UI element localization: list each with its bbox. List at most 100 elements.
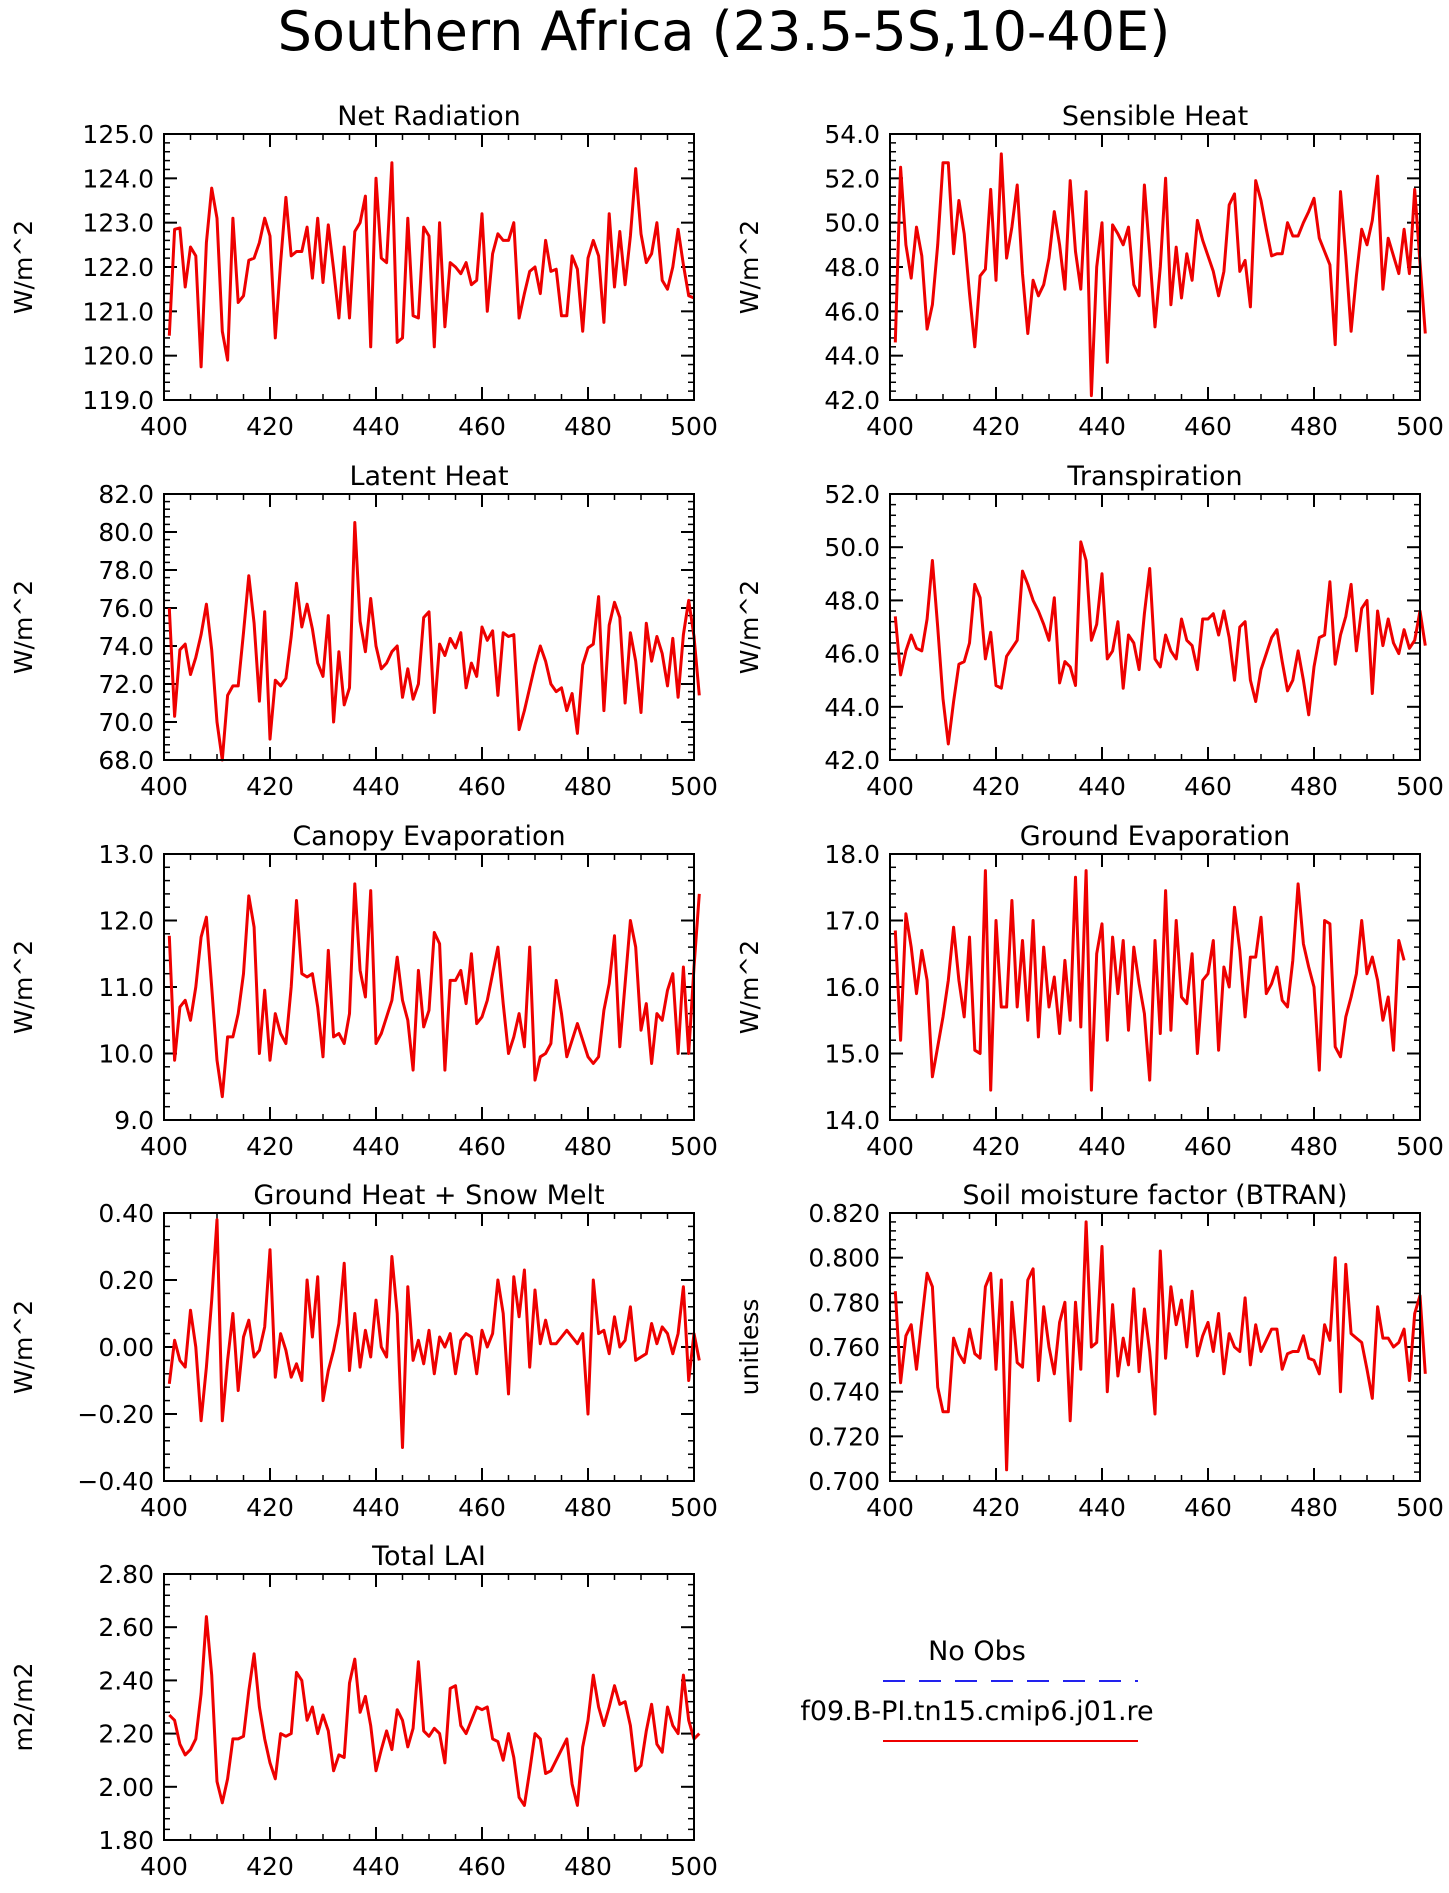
- series-line: [167, 521, 701, 762]
- series-line: [893, 152, 1427, 398]
- y-tick-label: 42.0: [824, 386, 880, 415]
- y-axis-label: W/m^2: [735, 940, 764, 1034]
- y-tick-label: 48.0: [824, 253, 880, 282]
- x-tick-label: 440: [352, 772, 400, 801]
- x-tick-label: 420: [246, 1493, 294, 1522]
- panel-title: Ground Heat + Snow Melt: [253, 1180, 604, 1211]
- series-line: [893, 540, 1427, 746]
- chart-panel: Canopy Evaporation W/m^2 400 420 440 460 480 50…: [9, 821, 718, 1161]
- chart-panel: Transpiration W/m^2 400 420 440 460 480 500 42.0…: [735, 461, 1444, 801]
- chart-panel: Ground Evaporation W/m^2 400 420 440 460 480 50…: [735, 821, 1444, 1161]
- x-tick-label: 420: [972, 1493, 1020, 1522]
- y-tick-label: 0.40: [98, 1199, 154, 1228]
- series-line: [167, 161, 695, 369]
- y-tick-label: 76.0: [98, 594, 154, 623]
- y-axis-label: W/m^2: [735, 580, 764, 674]
- x-tick-label: 460: [1184, 1493, 1232, 1522]
- y-tick-label: 46.0: [824, 297, 880, 326]
- x-tick-label: 440: [1078, 1493, 1126, 1522]
- y-tick-label: 17.0: [824, 907, 880, 936]
- x-tick-label: 420: [246, 1852, 294, 1881]
- y-tick-label: 15.0: [824, 1040, 880, 1069]
- x-tick-label: 440: [352, 1493, 400, 1522]
- x-tick-label: 460: [458, 1132, 506, 1161]
- x-tick-label: 460: [1184, 772, 1232, 801]
- x-tick-label: 460: [458, 772, 506, 801]
- panel-title: Soil moisture factor (BTRAN): [962, 1180, 1347, 1211]
- y-tick-label: 52.0: [824, 164, 880, 193]
- plot-frame: [163, 493, 695, 761]
- x-tick-label: 480: [564, 1852, 612, 1881]
- y-tick-label: 119.0: [82, 386, 154, 415]
- y-tick-label: 2.00: [98, 1773, 154, 1802]
- legend: No Obs f09.B-PI.tn15.cmip6.j01.re: [800, 1636, 1154, 1742]
- x-tick-label: 500: [670, 772, 718, 801]
- series-line: [893, 869, 1406, 1092]
- x-tick-label: 400: [866, 1132, 914, 1161]
- chart-panel: Ground Heat + Snow Melt W/m^2 400 420 440 460…: [9, 1180, 718, 1522]
- y-tick-label: 80.0: [98, 518, 154, 547]
- y-tick-label: 0.700: [808, 1467, 880, 1496]
- y-tick-label: 74.0: [98, 632, 154, 661]
- x-tick-label: 420: [972, 772, 1020, 801]
- panel-title: Sensible Heat: [1062, 101, 1248, 132]
- y-tick-label: 14.0: [824, 1106, 880, 1135]
- x-tick-label: 500: [670, 1132, 718, 1161]
- x-tick-label: 480: [564, 412, 612, 441]
- x-tick-label: 440: [1078, 772, 1126, 801]
- x-tick-label: 500: [670, 1493, 718, 1522]
- series-line: [893, 1220, 1427, 1472]
- plot-frame: [889, 493, 1421, 761]
- y-tick-label: 120.0: [82, 342, 154, 371]
- y-axis-label: W/m^2: [735, 220, 764, 314]
- y-tick-label: 2.20: [98, 1720, 154, 1749]
- x-tick-label: 440: [352, 412, 400, 441]
- x-tick-label: 420: [246, 772, 294, 801]
- plot-frame: [163, 133, 695, 401]
- x-tick-label: 420: [972, 412, 1020, 441]
- y-axis-label: W/m^2: [9, 940, 38, 1034]
- y-tick-label: 123.0: [82, 209, 154, 238]
- y-tick-label: 72.0: [98, 670, 154, 699]
- y-tick-label: 54.0: [824, 120, 880, 149]
- panel-title: Canopy Evaporation: [292, 821, 565, 852]
- x-tick-label: 480: [564, 1493, 612, 1522]
- y-tick-label: 122.0: [82, 253, 154, 282]
- x-tick-label: 400: [140, 772, 188, 801]
- y-axis-label: W/m^2: [9, 220, 38, 314]
- y-tick-label: 2.60: [98, 1613, 154, 1642]
- y-tick-label: 82.0: [98, 480, 154, 509]
- x-tick-label: 420: [972, 1132, 1020, 1161]
- y-tick-label: 0.760: [808, 1333, 880, 1362]
- x-tick-label: 500: [1396, 772, 1444, 801]
- y-tick-label: 0.820: [808, 1199, 880, 1228]
- chart-panel: Net Radiation W/m^2 400 420 440 460 480 500 119.…: [9, 101, 718, 441]
- y-tick-label: 2.80: [98, 1560, 154, 1589]
- x-tick-label: 480: [1290, 1132, 1338, 1161]
- plot-frame: [889, 1212, 1421, 1482]
- x-tick-label: 440: [1078, 1132, 1126, 1161]
- legend-entry-label: f09.B-PI.tn15.cmip6.j01.re: [800, 1696, 1153, 1727]
- panel-title: Latent Heat: [349, 461, 508, 492]
- figure-title: Southern Africa (23.5-5S,10-40E): [278, 0, 1171, 63]
- series-line: [168, 1615, 701, 1807]
- y-tick-label: 16.0: [824, 973, 880, 1002]
- x-tick-label: 440: [352, 1132, 400, 1161]
- plot-frame: [163, 1573, 695, 1841]
- chart-panel: Sensible Heat W/m^2 400 420 440 460 480 500 42.0…: [735, 101, 1444, 441]
- y-axis-label: W/m^2: [9, 580, 38, 674]
- x-tick-label: 440: [352, 1852, 400, 1881]
- y-tick-label: 13.0: [98, 840, 154, 869]
- chart-panel: Soil moisture factor (BTRAN) unitless 400 4…: [735, 1180, 1444, 1522]
- y-tick-label: 2.40: [98, 1666, 154, 1695]
- y-tick-label: −0.40: [77, 1467, 154, 1496]
- x-tick-label: 420: [246, 412, 294, 441]
- x-tick-label: 400: [866, 1493, 914, 1522]
- x-tick-label: 500: [1396, 1132, 1444, 1161]
- y-tick-label: 0.740: [808, 1378, 880, 1407]
- chart-panel: Total LAI m2/m2 400 420 440 460 480 500 1.80 2.00…: [9, 1541, 718, 1881]
- x-tick-label: 500: [1396, 1493, 1444, 1522]
- y-tick-label: 44.0: [824, 342, 880, 371]
- x-tick-label: 460: [458, 1493, 506, 1522]
- y-tick-label: 10.0: [98, 1040, 154, 1069]
